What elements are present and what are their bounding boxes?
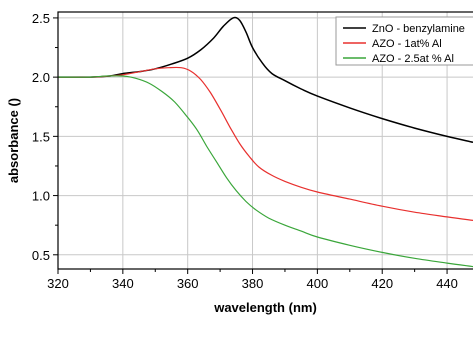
x-axis-ticks: 320 340 360 380 400 420 440 — [47, 269, 458, 291]
series-line-2 — [57, 75, 473, 268]
legend-label-2: AZO - 2.5at % Al — [372, 53, 454, 65]
y-tick-label-0: 0.5 — [32, 248, 50, 263]
y-tick-label-3: 2.0 — [32, 70, 50, 85]
y-tick-label-1: 1.0 — [32, 189, 50, 204]
x-tick-label-6: 440 — [436, 276, 458, 291]
x-tick-label-4: 400 — [307, 276, 329, 291]
y-axis-title: absorbance () — [6, 98, 21, 183]
x-tick-label-2: 360 — [177, 276, 199, 291]
y-axis-ticks: 0.5 1.0 1.5 2.0 2.5 — [32, 11, 58, 263]
legend-label-0: ZnO - benzylamine — [372, 23, 465, 35]
legend: ZnO - benzylamine AZO - 1at% Al AZO - 2.5a… — [335, 16, 473, 66]
plot-frame — [57, 11, 473, 270]
legend-box — [335, 16, 473, 66]
y-tick-label-4: 2.5 — [32, 11, 50, 26]
legend-label-1: AZO - 1at% Al — [372, 38, 442, 50]
x-axis-title: wavelength (nm) — [213, 300, 317, 315]
series-layer — [57, 16, 473, 268]
series-line-1 — [57, 66, 473, 221]
x-tick-label-0: 320 — [47, 276, 69, 291]
x-tick-label-3: 380 — [242, 276, 264, 291]
x-tick-label-1: 340 — [112, 276, 134, 291]
x-tick-label-5: 420 — [371, 276, 393, 291]
y-tick-label-2: 1.5 — [32, 129, 50, 144]
